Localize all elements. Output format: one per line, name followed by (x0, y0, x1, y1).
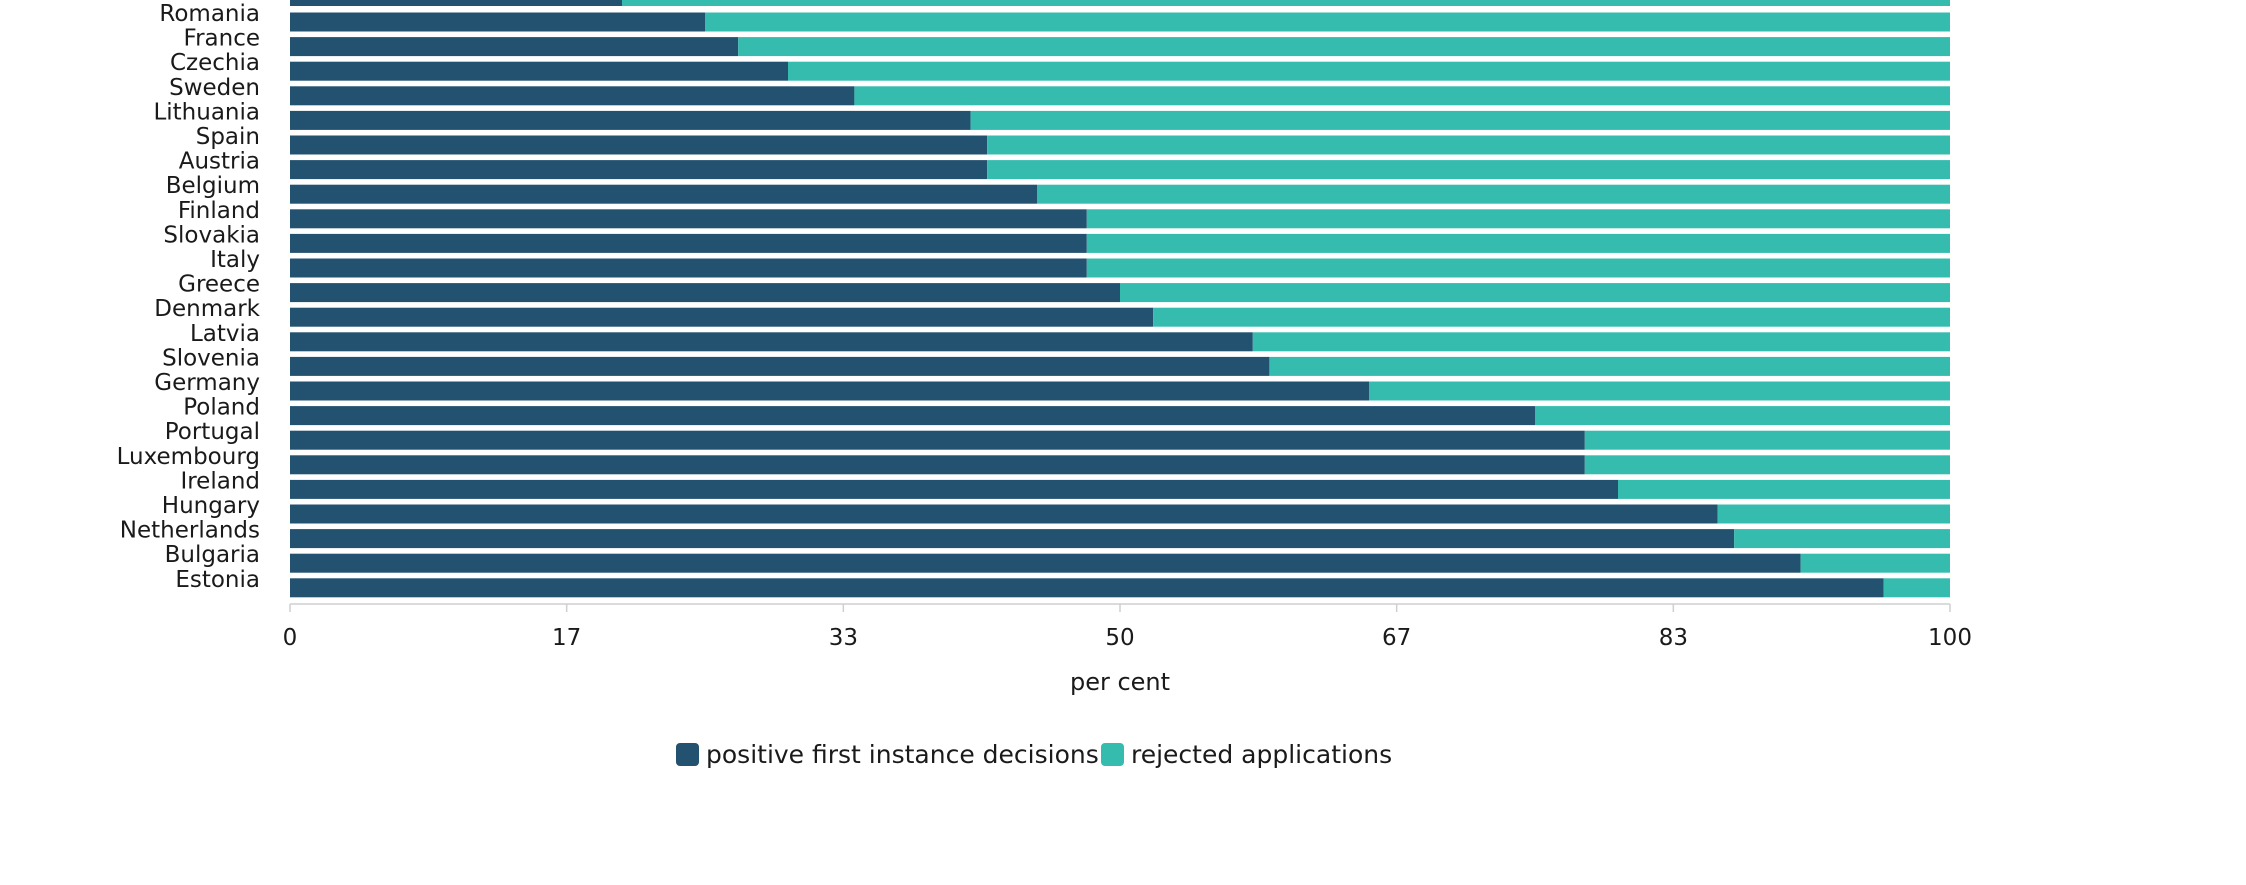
x-tick-label-2: 33 (829, 625, 858, 651)
bars (290, 12, 1951, 598)
category-label-austria: Austria (179, 149, 260, 175)
legend: positive first instance decisions reject… (676, 740, 1392, 769)
legend-item-positive[interactable]: positive first instance decisions (676, 740, 1099, 769)
bar-rejected-austria[interactable] (987, 160, 1950, 180)
bar-positive-denmark[interactable] (290, 307, 1154, 327)
legend-label-positive: positive first instance decisions (706, 740, 1099, 769)
bar-positive-belgium[interactable] (290, 184, 1037, 204)
x-tick-label-1: 17 (552, 625, 581, 651)
category-label-netherlands: Netherlands (120, 518, 260, 544)
bar-positive-ireland[interactable] (290, 479, 1618, 499)
bar-rejected-finland[interactable] (1086, 209, 1950, 229)
category-label-italy: Italy (210, 247, 260, 273)
partial-top-bar (290, 0, 1950, 6)
x-tick-label-3: 50 (1105, 625, 1134, 651)
category-label-finland: Finland (178, 198, 260, 224)
category-label-luxembourg: Luxembourg (117, 444, 260, 470)
bar-rejected-slovakia[interactable] (1086, 233, 1950, 253)
bar-positive-poland[interactable] (290, 406, 1535, 426)
category-label-spain: Spain (196, 124, 260, 150)
bar-positive-luxembourg[interactable] (290, 455, 1585, 475)
bar-rejected-latvia[interactable] (1252, 332, 1950, 352)
bar-rejected-denmark[interactable] (1153, 307, 1950, 327)
bar-positive-netherlands[interactable] (290, 529, 1735, 549)
category-label-slovenia: Slovenia (162, 345, 260, 371)
category-label-greece: Greece (178, 272, 260, 298)
bar-positive-bulgaria[interactable] (290, 553, 1801, 573)
bar-rejected-italy[interactable] (1086, 258, 1950, 278)
category-label-latvia: Latvia (190, 321, 260, 347)
bar-rejected-germany[interactable] (1369, 381, 1950, 401)
bar-rejected-hungary[interactable] (1717, 504, 1950, 524)
legend-item-rejected[interactable]: rejected applications (1101, 740, 1392, 769)
bar-segment-partial-rejected (622, 0, 1950, 6)
category-label-hungary: Hungary (162, 493, 260, 519)
x-tick-label-4: 67 (1382, 625, 1411, 651)
bar-positive-latvia[interactable] (290, 332, 1253, 352)
bar-positive-portugal[interactable] (290, 430, 1585, 450)
bar-positive-finland[interactable] (290, 209, 1087, 229)
bar-positive-spain[interactable] (290, 135, 988, 155)
bar-rejected-france[interactable] (738, 37, 1951, 57)
category-label-belgium: Belgium (166, 173, 260, 199)
category-label-czechia: Czechia (170, 50, 260, 76)
bar-rejected-poland[interactable] (1535, 406, 1950, 426)
bar-rejected-sweden[interactable] (854, 86, 1950, 106)
category-label-poland: Poland (183, 395, 260, 421)
x-tick-label-6: 100 (1928, 625, 1972, 651)
category-label-romania: Romania (159, 1, 260, 27)
bar-rejected-slovenia[interactable] (1269, 356, 1950, 376)
legend-swatch-rejected (1101, 743, 1124, 766)
x-tick-label-0: 0 (283, 625, 298, 651)
bar-positive-slovenia[interactable] (290, 356, 1270, 376)
x-axis-title: per cent (1070, 668, 1170, 696)
category-label-france: France (184, 26, 260, 52)
bar-rejected-lithuania[interactable] (970, 110, 1950, 130)
category-labels: RomaniaFranceCzechiaSwedenLithuaniaSpain… (117, 1, 261, 593)
category-label-sweden: Sweden (169, 75, 260, 101)
x-tick-label-5: 83 (1659, 625, 1688, 651)
bar-rejected-czechia[interactable] (788, 61, 1950, 81)
category-label-lithuania: Lithuania (153, 99, 260, 125)
legend-label-rejected: rejected applications (1131, 740, 1392, 769)
bar-positive-austria[interactable] (290, 160, 988, 180)
bar-rejected-ireland[interactable] (1618, 479, 1950, 499)
category-label-bulgaria: Bulgaria (165, 542, 260, 568)
legend-swatch-positive (676, 743, 699, 766)
bar-positive-france[interactable] (290, 37, 739, 57)
category-label-germany: Germany (154, 370, 260, 396)
bar-rejected-portugal[interactable] (1584, 430, 1950, 450)
bar-rejected-spain[interactable] (987, 135, 1950, 155)
bar-rejected-luxembourg[interactable] (1584, 455, 1950, 475)
bar-positive-slovakia[interactable] (290, 233, 1087, 253)
bar-positive-germany[interactable] (290, 381, 1369, 401)
bar-positive-hungary[interactable] (290, 504, 1718, 524)
category-label-slovakia: Slovakia (163, 222, 260, 248)
bar-rejected-estonia[interactable] (1883, 578, 1950, 598)
category-label-portugal: Portugal (165, 419, 260, 445)
bar-rejected-bulgaria[interactable] (1800, 553, 1950, 573)
bar-positive-lithuania[interactable] (290, 110, 971, 130)
bar-positive-czechia[interactable] (290, 61, 788, 81)
bar-rejected-greece[interactable] (1120, 283, 1950, 303)
category-label-ireland: Ireland (180, 468, 260, 494)
bar-positive-italy[interactable] (290, 258, 1087, 278)
category-label-estonia: Estonia (175, 567, 260, 593)
bar-positive-greece[interactable] (290, 283, 1120, 303)
bar-rejected-belgium[interactable] (1037, 184, 1950, 204)
category-label-denmark: Denmark (154, 296, 260, 322)
bar-rejected-netherlands[interactable] (1734, 529, 1950, 549)
bar-rejected-romania[interactable] (705, 12, 1950, 32)
bar-segment-partial-positive (290, 0, 622, 6)
bar-positive-romania[interactable] (290, 12, 705, 32)
bar-positive-sweden[interactable] (290, 86, 855, 106)
bar-positive-estonia[interactable] (290, 578, 1884, 598)
x-axis-ticks: 0 17 33 50 67 83 100 (283, 604, 1972, 651)
